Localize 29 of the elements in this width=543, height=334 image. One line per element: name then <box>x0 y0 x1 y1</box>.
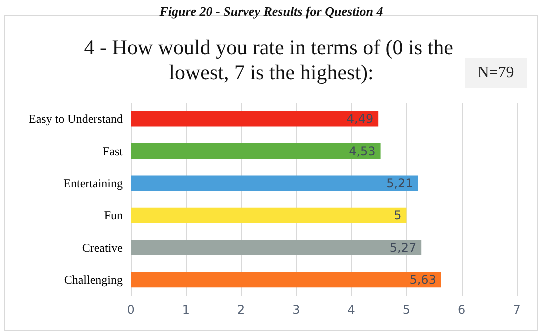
x-tick-label: 4 <box>348 303 356 317</box>
data-label: 5,21 <box>386 176 414 190</box>
chart-subtitle: 4 - How would you rate in terms of (0 is the lowest, 7 is the highest): <box>84 36 459 84</box>
x-tick-label: 6 <box>458 303 466 317</box>
y-tick-label: Easy to Understand <box>29 112 123 126</box>
text: N=79 <box>478 64 514 82</box>
bar <box>131 208 407 224</box>
bar <box>131 144 381 159</box>
x-tick-label: 1 <box>182 303 190 317</box>
data-label: 5,27 <box>390 240 417 255</box>
bar <box>131 111 379 127</box>
y-tick-label: Creative <box>82 240 123 255</box>
bar <box>131 272 442 288</box>
data-label: 4,53 <box>349 144 376 158</box>
data-label: 4,49 <box>346 112 374 126</box>
x-tick-label: 7 <box>513 303 521 317</box>
bar <box>131 240 422 256</box>
bar <box>131 176 418 192</box>
chart-title: Figure 20 - Survey Results for Question 4 <box>158 4 384 19</box>
data-label: 5,63 <box>410 272 436 287</box>
data-label: 5 <box>394 208 402 223</box>
x-tick-label: 2 <box>237 303 246 317</box>
y-tick-label: Entertaining <box>64 176 123 190</box>
x-tick-label: 3 <box>292 303 300 317</box>
x-tick-label: 5 <box>402 303 411 317</box>
x-tick-label: 0 <box>127 303 135 317</box>
y-tick-label: Fun <box>104 208 123 223</box>
y-tick-label: Challenging <box>64 272 123 287</box>
y-tick-label: Fast <box>102 144 124 158</box>
